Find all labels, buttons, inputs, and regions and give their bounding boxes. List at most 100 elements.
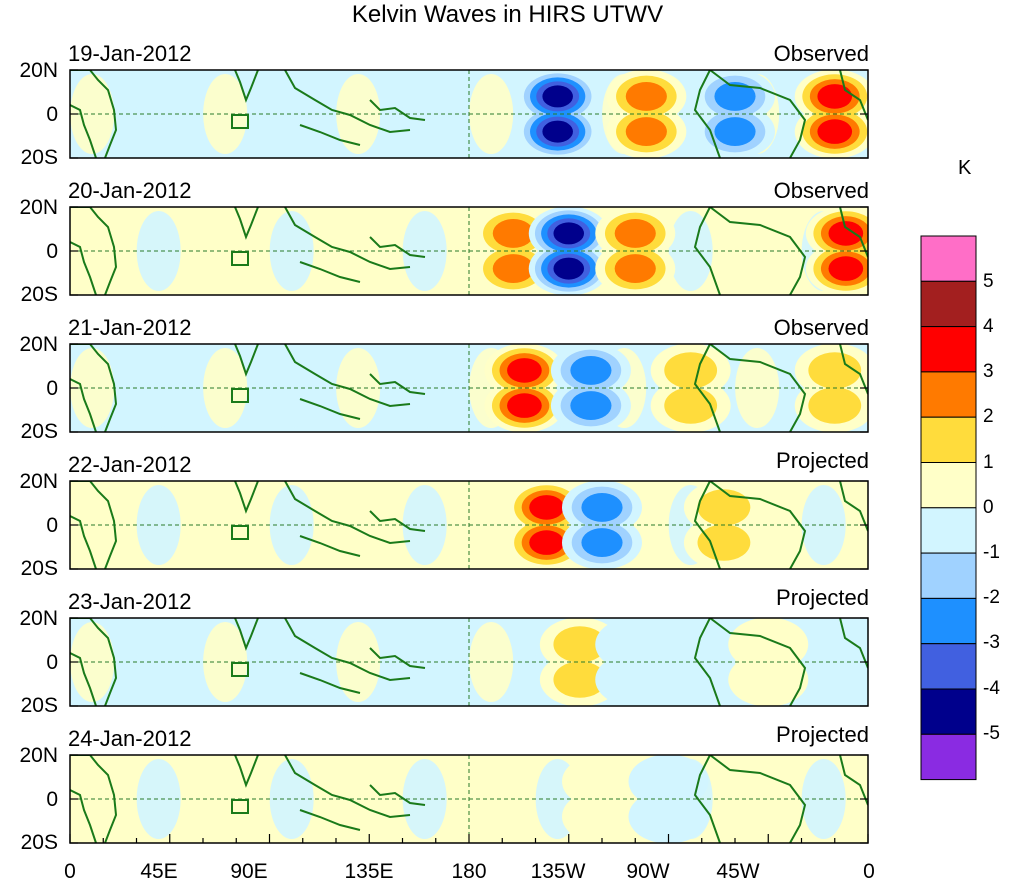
coastline xyxy=(839,207,868,258)
colorbar-label: 5 xyxy=(983,271,994,292)
lat-label: 20S xyxy=(20,283,58,306)
anomaly-band xyxy=(269,74,314,154)
coastline xyxy=(369,647,426,669)
anomaly-band xyxy=(136,759,181,839)
anomaly-contour xyxy=(507,358,542,383)
coastline xyxy=(70,755,118,843)
anomaly-contour xyxy=(697,524,751,561)
panel-2-status: Observed xyxy=(773,178,869,203)
coastline xyxy=(234,207,259,240)
anomaly-band xyxy=(402,485,447,565)
anomaly-contour xyxy=(542,85,573,108)
lon-label: 90E xyxy=(230,860,268,883)
lat-label: 20N xyxy=(19,607,58,630)
lat-label: 20N xyxy=(19,196,58,219)
panel-3-date: 21-Jan-2012 xyxy=(68,315,192,340)
lat-label: 20N xyxy=(19,470,58,493)
anomaly-contour xyxy=(828,221,864,246)
anomaly-band xyxy=(136,211,181,291)
panel-4-status: Projected xyxy=(776,448,869,473)
anomaly-contour xyxy=(570,355,612,385)
anomaly-band xyxy=(801,485,846,565)
anomaly-band xyxy=(269,211,314,291)
chart-title: Kelvin Waves in HIRS UTWV xyxy=(351,1,664,28)
colorbar-swatch xyxy=(920,371,977,418)
anomaly-contour xyxy=(664,387,718,424)
anomaly-contour xyxy=(625,81,667,111)
anomaly-contour xyxy=(614,254,656,284)
lon-label: 0 xyxy=(64,860,76,883)
anomaly-band xyxy=(402,74,447,154)
anomaly-band xyxy=(402,759,447,839)
coastline xyxy=(299,809,361,831)
coastline xyxy=(369,784,426,806)
coastline xyxy=(231,388,249,403)
anomaly-band xyxy=(269,485,314,565)
anomaly-band xyxy=(402,348,447,428)
anomaly-contour xyxy=(808,352,862,389)
coastline xyxy=(839,755,868,806)
anomaly-contour xyxy=(817,119,853,144)
map-panel xyxy=(69,617,869,707)
coastline xyxy=(70,618,118,706)
anomaly-contour xyxy=(553,222,585,245)
coastline xyxy=(299,672,361,694)
coastline xyxy=(299,535,361,557)
anomaly-contour xyxy=(553,626,607,663)
anomaly-contour xyxy=(529,530,564,555)
anomaly-contour xyxy=(581,492,623,522)
anomaly-band xyxy=(136,74,181,154)
anomaly-band xyxy=(668,211,713,291)
lat-label: 20N xyxy=(19,333,58,356)
anomaly-contour xyxy=(542,120,573,143)
map-panel xyxy=(69,480,869,570)
coastline xyxy=(70,789,97,843)
coastline xyxy=(231,662,249,677)
anomaly-contour xyxy=(728,652,809,706)
lon-label: 90W xyxy=(626,860,670,883)
lon-label: 0 xyxy=(863,860,875,883)
colorbar-swatch xyxy=(920,280,977,328)
lat-label: 0 xyxy=(46,651,58,674)
coastline xyxy=(839,481,868,532)
coastline xyxy=(709,70,807,158)
anomaly-band xyxy=(269,622,314,702)
anomaly-contour xyxy=(714,117,756,147)
colorbar-swatch xyxy=(920,552,977,599)
colorbar-label: 4 xyxy=(983,316,994,337)
anomaly-contour xyxy=(553,257,585,280)
map-panel xyxy=(69,754,869,844)
coastline xyxy=(284,755,411,819)
coastline xyxy=(70,344,118,432)
anomaly-band xyxy=(269,759,314,839)
anomaly-band xyxy=(136,348,181,428)
anomaly-band xyxy=(269,348,314,428)
coastline xyxy=(231,799,249,814)
lon-label: 135E xyxy=(344,860,394,883)
coastline xyxy=(299,261,361,283)
lat-label: 20N xyxy=(19,744,58,767)
coastline xyxy=(369,510,426,532)
lat-label: 0 xyxy=(46,377,58,400)
anomaly-contour xyxy=(581,528,623,558)
coastline xyxy=(369,236,426,258)
colorbar-swatch xyxy=(920,507,977,554)
panel-1-status: Observed xyxy=(773,41,869,66)
panel-6-status: Projected xyxy=(776,722,869,747)
coastline xyxy=(284,207,411,271)
panel-5-status: Projected xyxy=(776,585,869,610)
coastline xyxy=(839,618,868,669)
anomaly-contour xyxy=(492,218,534,248)
coastline xyxy=(234,70,259,103)
map-panel xyxy=(69,69,869,159)
coastline xyxy=(70,481,118,569)
coastline xyxy=(693,755,721,843)
anomaly-contour xyxy=(570,391,612,421)
coastline xyxy=(299,398,361,420)
colorbar-swatch xyxy=(920,416,977,464)
coastline xyxy=(284,618,411,682)
panel-5-date: 23-Jan-2012 xyxy=(68,589,192,614)
coastline xyxy=(693,618,721,706)
anomaly-contour xyxy=(614,218,656,248)
